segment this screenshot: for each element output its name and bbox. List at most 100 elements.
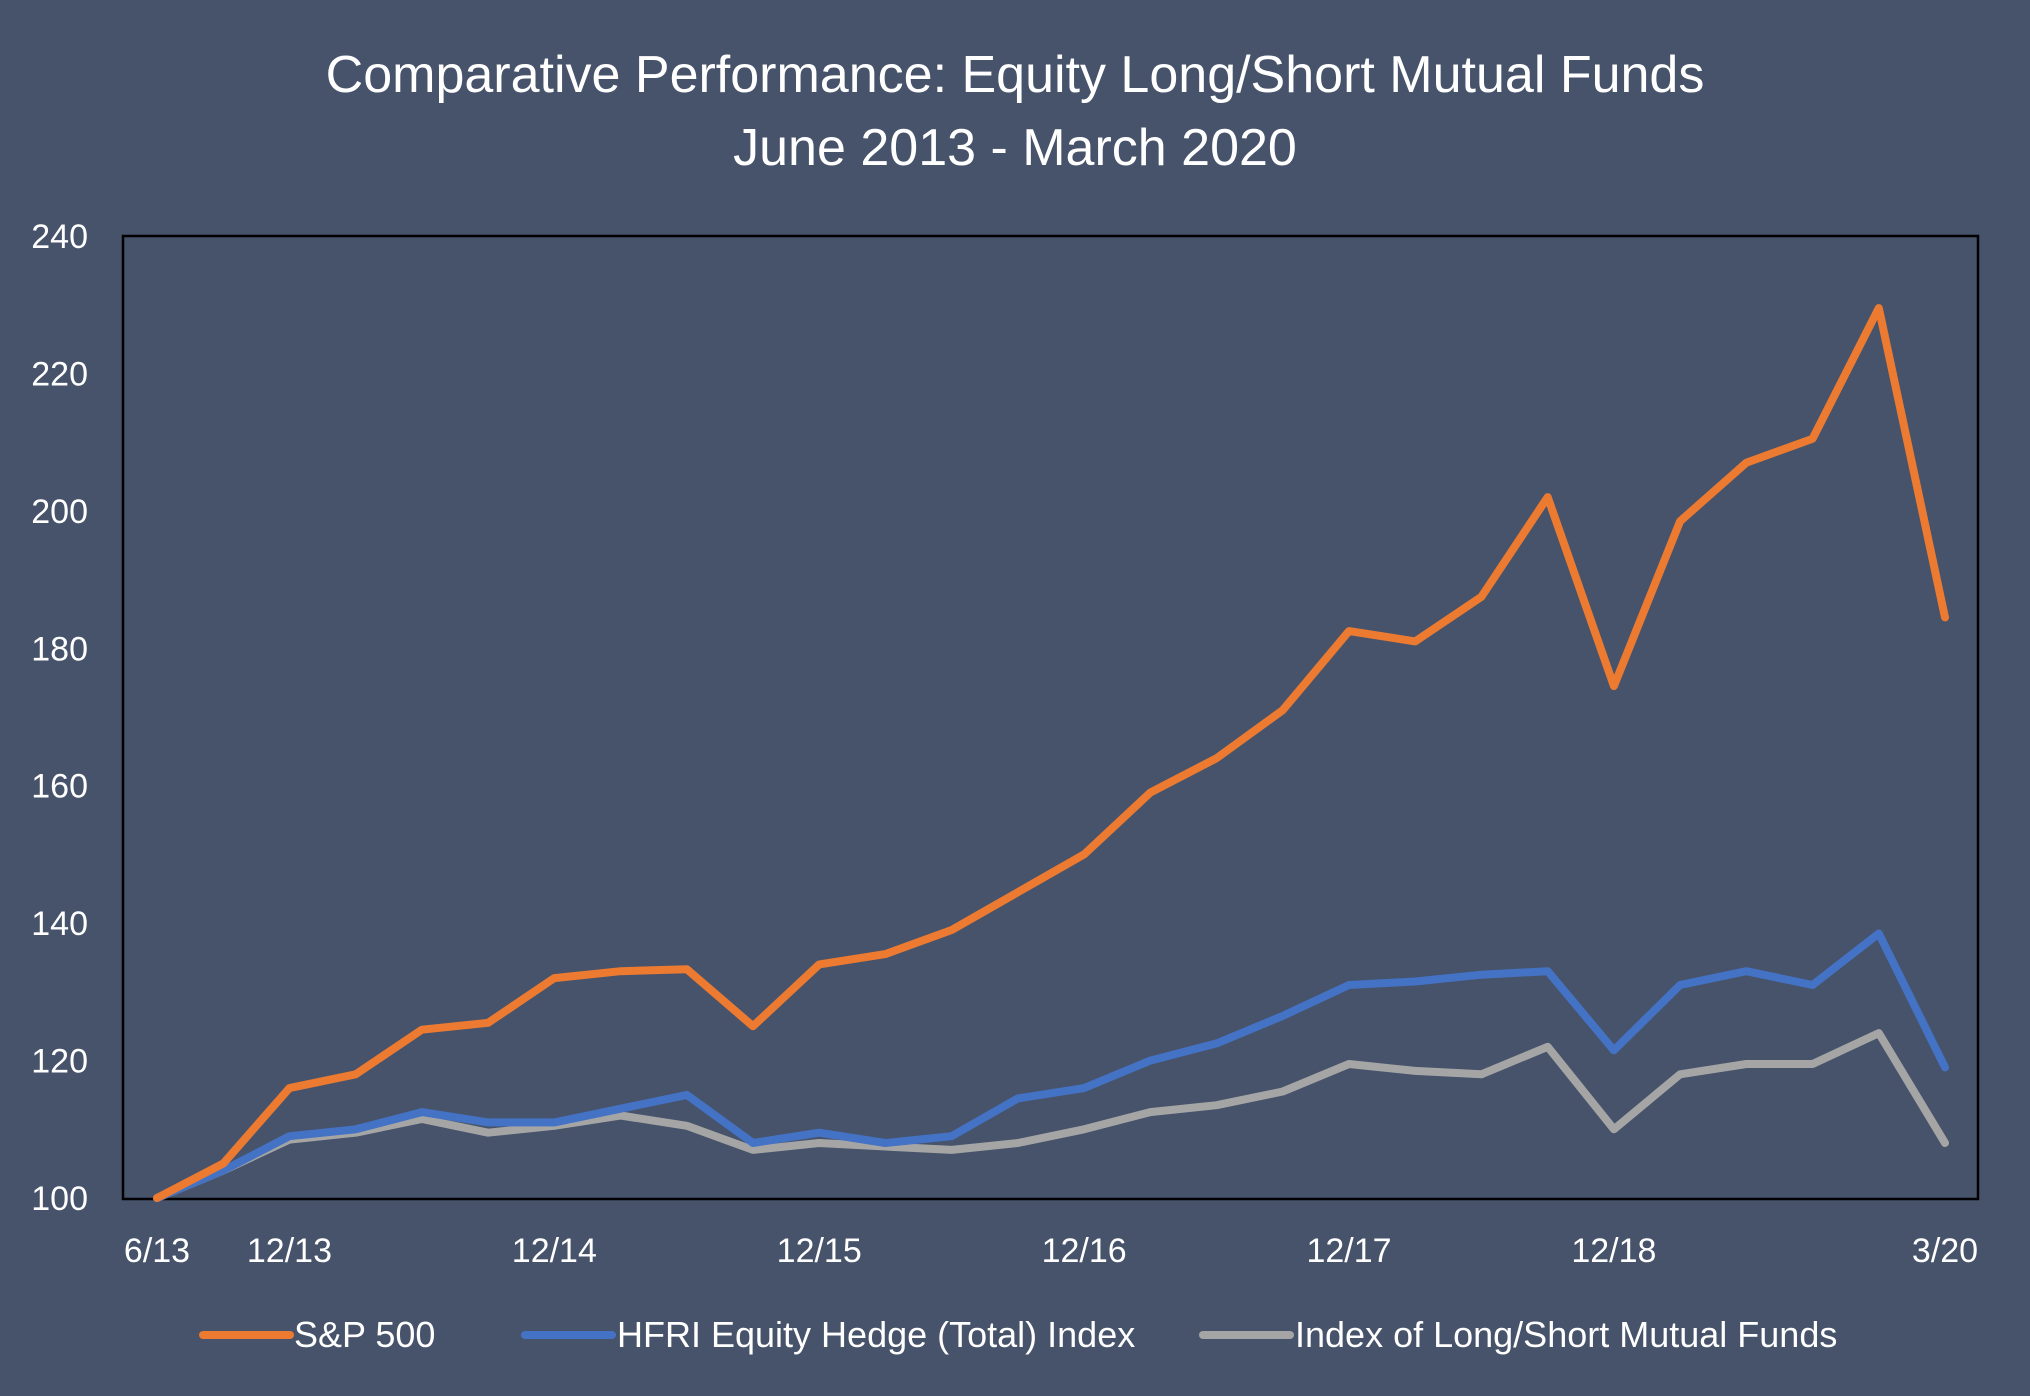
legend-label-hfri-equity-hedge: HFRI Equity Hedge (Total) Index — [617, 1314, 1135, 1355]
data-point-long-short-mutual-funds — [1479, 1072, 1484, 1077]
data-point-long-short-mutual-funds — [684, 1123, 689, 1128]
data-point-sp500 — [1744, 460, 1749, 465]
data-point-sp500 — [684, 967, 689, 972]
data-point-long-short-mutual-funds — [949, 1147, 954, 1152]
data-point-sp500 — [155, 1196, 159, 1200]
data-point-hfri-equity-hedge — [1611, 1048, 1616, 1053]
data-point-hfri-equity-hedge — [618, 1106, 623, 1111]
y-tick-label: 140 — [31, 905, 88, 943]
data-point-sp500 — [1148, 790, 1153, 795]
data-point-long-short-mutual-funds — [1015, 1141, 1020, 1146]
y-axis: 100 120 140 160 180 200 220 240 — [31, 218, 88, 1218]
data-point-sp500 — [1347, 629, 1351, 634]
data-point-long-short-mutual-funds — [419, 1116, 424, 1121]
data-point-hfri-equity-hedge — [883, 1141, 888, 1146]
data-point-long-short-mutual-funds — [1148, 1110, 1153, 1115]
y-tick-label: 240 — [31, 218, 88, 256]
data-point-long-short-mutual-funds — [1347, 1062, 1351, 1067]
data-point-hfri-equity-hedge — [1148, 1058, 1153, 1063]
data-point-sp500 — [1876, 306, 1881, 311]
data-point-long-short-mutual-funds — [1545, 1044, 1550, 1049]
data-point-hfri-equity-hedge — [1545, 969, 1550, 974]
data-point-long-short-mutual-funds — [1943, 1141, 1947, 1146]
data-point-hfri-equity-hedge — [1744, 969, 1749, 974]
x-tick-label: 12/14 — [512, 1232, 597, 1270]
data-point-sp500 — [751, 1024, 755, 1029]
data-point-hfri-equity-hedge — [1678, 982, 1683, 987]
y-tick-label: 220 — [31, 355, 88, 393]
data-point-sp500 — [1413, 639, 1418, 644]
series-line-long-short-mutual-funds — [153, 1029, 1949, 1202]
x-tick-label: 12/15 — [777, 1232, 862, 1270]
legend: S&P 500 HFRI Equity Hedge (Total) Index In… — [199, 1314, 1837, 1355]
data-point-sp500 — [618, 969, 623, 974]
data-point-hfri-equity-hedge — [1214, 1041, 1219, 1046]
x-tick-label: 6/13 — [124, 1232, 190, 1270]
data-point-sp500 — [1810, 436, 1815, 441]
data-point-hfri-equity-hedge — [1280, 1013, 1285, 1018]
data-point-long-short-mutual-funds — [1611, 1127, 1616, 1132]
data-point-hfri-equity-hedge — [221, 1168, 226, 1173]
data-point-long-short-mutual-funds — [1678, 1072, 1683, 1077]
y-tick-label: 180 — [31, 630, 88, 668]
series-line-sp500 — [153, 304, 1949, 1202]
data-point-hfri-equity-hedge — [1347, 982, 1351, 987]
data-point-hfri-equity-hedge — [353, 1127, 358, 1132]
y-tick-label: 120 — [31, 1043, 88, 1081]
data-point-hfri-equity-hedge — [1810, 982, 1815, 987]
data-point-hfri-equity-hedge — [1876, 931, 1881, 936]
data-point-sp500 — [1479, 594, 1484, 599]
data-point-sp500 — [1678, 519, 1683, 524]
data-point-hfri-equity-hedge — [949, 1134, 954, 1139]
plot-area-border — [121, 234, 1980, 1201]
data-point-long-short-mutual-funds — [1214, 1103, 1219, 1108]
data-point-sp500 — [486, 1020, 491, 1025]
data-point-sp500 — [1214, 756, 1219, 761]
data-point-hfri-equity-hedge — [486, 1120, 491, 1125]
legend-label-sp500: S&P 500 — [294, 1314, 435, 1355]
data-point-long-short-mutual-funds — [1413, 1068, 1418, 1073]
chart-title: Comparative Performance: Equity Long/Sho… — [326, 46, 1705, 104]
data-point-hfri-equity-hedge — [1479, 972, 1484, 977]
data-point-sp500 — [552, 976, 557, 981]
data-point-sp500 — [1545, 495, 1550, 500]
data-point-hfri-equity-hedge — [419, 1110, 424, 1115]
data-point-sp500 — [419, 1027, 424, 1032]
data-point-long-short-mutual-funds — [486, 1130, 491, 1135]
data-point-sp500 — [1611, 684, 1616, 689]
series-line-hfri-equity-hedge — [153, 929, 1949, 1202]
data-point-sp500 — [287, 1086, 292, 1091]
data-point-long-short-mutual-funds — [1810, 1062, 1815, 1067]
data-point-long-short-mutual-funds — [1082, 1127, 1087, 1132]
data-point-long-short-mutual-funds — [1280, 1089, 1285, 1094]
data-point-long-short-mutual-funds — [817, 1141, 822, 1146]
data-point-sp500 — [221, 1161, 226, 1166]
legend-label-long-short-mutual-funds: Index of Long/Short Mutual Funds — [1295, 1314, 1837, 1355]
chart-subtitle: June 2013 - March 2020 — [733, 119, 1297, 177]
data-point-hfri-equity-hedge — [684, 1092, 689, 1097]
data-point-long-short-mutual-funds — [751, 1147, 755, 1152]
data-point-hfri-equity-hedge — [1413, 979, 1418, 984]
data-point-sp500 — [817, 962, 822, 967]
x-tick-label: 12/17 — [1306, 1232, 1391, 1270]
data-point-hfri-equity-hedge — [1015, 1096, 1020, 1101]
data-point-hfri-equity-hedge — [1082, 1086, 1087, 1091]
data-point-hfri-equity-hedge — [1943, 1065, 1947, 1070]
data-point-long-short-mutual-funds — [618, 1113, 623, 1118]
x-tick-label: 12/18 — [1571, 1232, 1656, 1270]
y-tick-label: 100 — [31, 1180, 88, 1218]
data-point-sp500 — [1943, 615, 1947, 620]
data-point-sp500 — [1280, 708, 1285, 713]
data-point-sp500 — [1082, 852, 1087, 857]
x-axis: 6/13 12/13 12/14 12/15 12/16 12/17 12/18 3/20 — [124, 1232, 1978, 1270]
data-point-sp500 — [353, 1072, 358, 1077]
series-group — [153, 304, 1949, 1202]
data-point-long-short-mutual-funds — [1744, 1062, 1749, 1067]
x-tick-label: 12/16 — [1042, 1232, 1127, 1270]
x-tick-label: 3/20 — [1912, 1232, 1978, 1270]
data-point-hfri-equity-hedge — [552, 1120, 557, 1125]
y-tick-label: 160 — [31, 768, 88, 806]
